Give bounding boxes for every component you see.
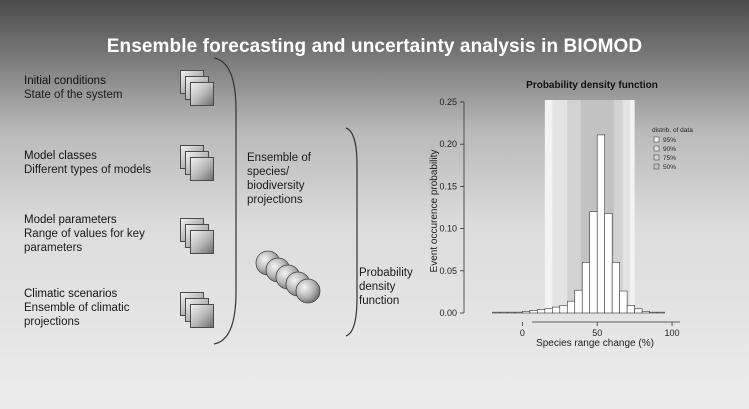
chart-title: Probability density function	[526, 80, 658, 91]
legend-swatch	[653, 154, 660, 161]
x-tick-label: 100	[665, 328, 680, 338]
legend-swatch	[653, 136, 660, 143]
pdf-chart: 0.00 0.05 0.10 0.15 0.20 0.25 0 50 100 Probabil…	[429, 80, 693, 349]
legend-title: distrib. of data	[652, 127, 693, 134]
input-initial-conditions: Initial conditions State of the system	[24, 74, 214, 102]
histogram-bar	[649, 311, 658, 314]
input-heading: Model classes	[24, 150, 97, 162]
histogram-bar	[552, 306, 561, 314]
histogram-bars	[492, 134, 665, 314]
histogram-bar	[619, 290, 628, 314]
ensemble-spheres-icon	[255, 250, 321, 304]
histogram-bar	[634, 308, 643, 314]
histogram-bar	[559, 305, 568, 314]
pdf-label: Probability density function	[359, 267, 413, 307]
histogram-bar	[514, 311, 523, 314]
y-tick-label: 0.05	[439, 266, 457, 276]
brace-ensemble	[345, 127, 358, 337]
histogram-bar	[566, 300, 576, 314]
histogram-bar	[604, 213, 613, 314]
legend: distrib. of data 95% 90% 75% 50%	[652, 127, 693, 171]
legend-label: 90%	[663, 146, 676, 153]
legend-label: 75%	[663, 155, 676, 162]
input-model-parameters: Model parameters Range of values for key…	[24, 213, 174, 255]
input-heading: Initial conditions	[24, 75, 106, 87]
input-detail: State of the system	[24, 89, 123, 101]
stack-icon	[180, 145, 220, 185]
input-heading: Climatic scenarios	[24, 288, 118, 300]
stack-icon	[180, 292, 220, 332]
histogram-bar	[596, 134, 605, 314]
stack-icon	[180, 70, 220, 110]
histogram-bar	[589, 211, 598, 314]
histogram-bar	[626, 305, 635, 314]
histogram-bar	[529, 310, 538, 314]
input-model-classes: Model classes Different types of models	[24, 149, 214, 177]
input-climatic-scenarios: Climatic scenarios Ensemble of climatic …	[24, 287, 164, 329]
histogram-bar	[537, 309, 546, 314]
input-detail: Range of values for key parameters	[24, 228, 145, 254]
stack-icon	[180, 218, 220, 258]
histogram-bar	[507, 311, 516, 314]
y-tick-label: 0.20	[439, 139, 457, 149]
legend-label: 50%	[663, 164, 676, 171]
y-tick-label: 0.15	[439, 181, 457, 191]
y-axis-label: Event occurence probability	[429, 150, 440, 273]
y-tick-label: 0.25	[439, 97, 457, 107]
x-axis-label: Species range change (%)	[536, 338, 654, 349]
y-ticks: 0.00 0.05 0.10 0.15 0.20 0.25	[439, 97, 464, 318]
input-detail: Different types of models	[24, 164, 151, 176]
slide-title: Ensemble forecasting and uncertainty ana…	[106, 36, 643, 57]
histogram-bar	[499, 311, 508, 314]
legend-swatch	[653, 163, 660, 170]
y-tick-label: 0.10	[439, 224, 457, 234]
legend-label: 95%	[663, 137, 676, 144]
input-detail: Ensemble of climatic projections	[24, 302, 130, 328]
x-tick-label: 0	[520, 328, 525, 338]
y-tick-label: 0.00	[439, 308, 457, 318]
legend-swatch	[653, 145, 660, 152]
histogram-bar	[544, 308, 553, 314]
histogram-bar	[656, 311, 665, 314]
ensemble-label: Ensemble of species/ biodiversity projec…	[247, 152, 311, 206]
x-ticks: 0 50 100	[520, 322, 680, 338]
histogram-bar	[522, 311, 531, 314]
x-tick-label: 50	[592, 328, 602, 338]
brace-inputs	[213, 57, 237, 345]
histogram-bar	[581, 262, 591, 314]
histogram-bar	[611, 262, 620, 314]
histogram-bar	[574, 289, 583, 314]
histogram-bar	[641, 311, 650, 314]
histogram-bar	[492, 311, 501, 314]
input-heading: Model parameters	[24, 214, 117, 226]
